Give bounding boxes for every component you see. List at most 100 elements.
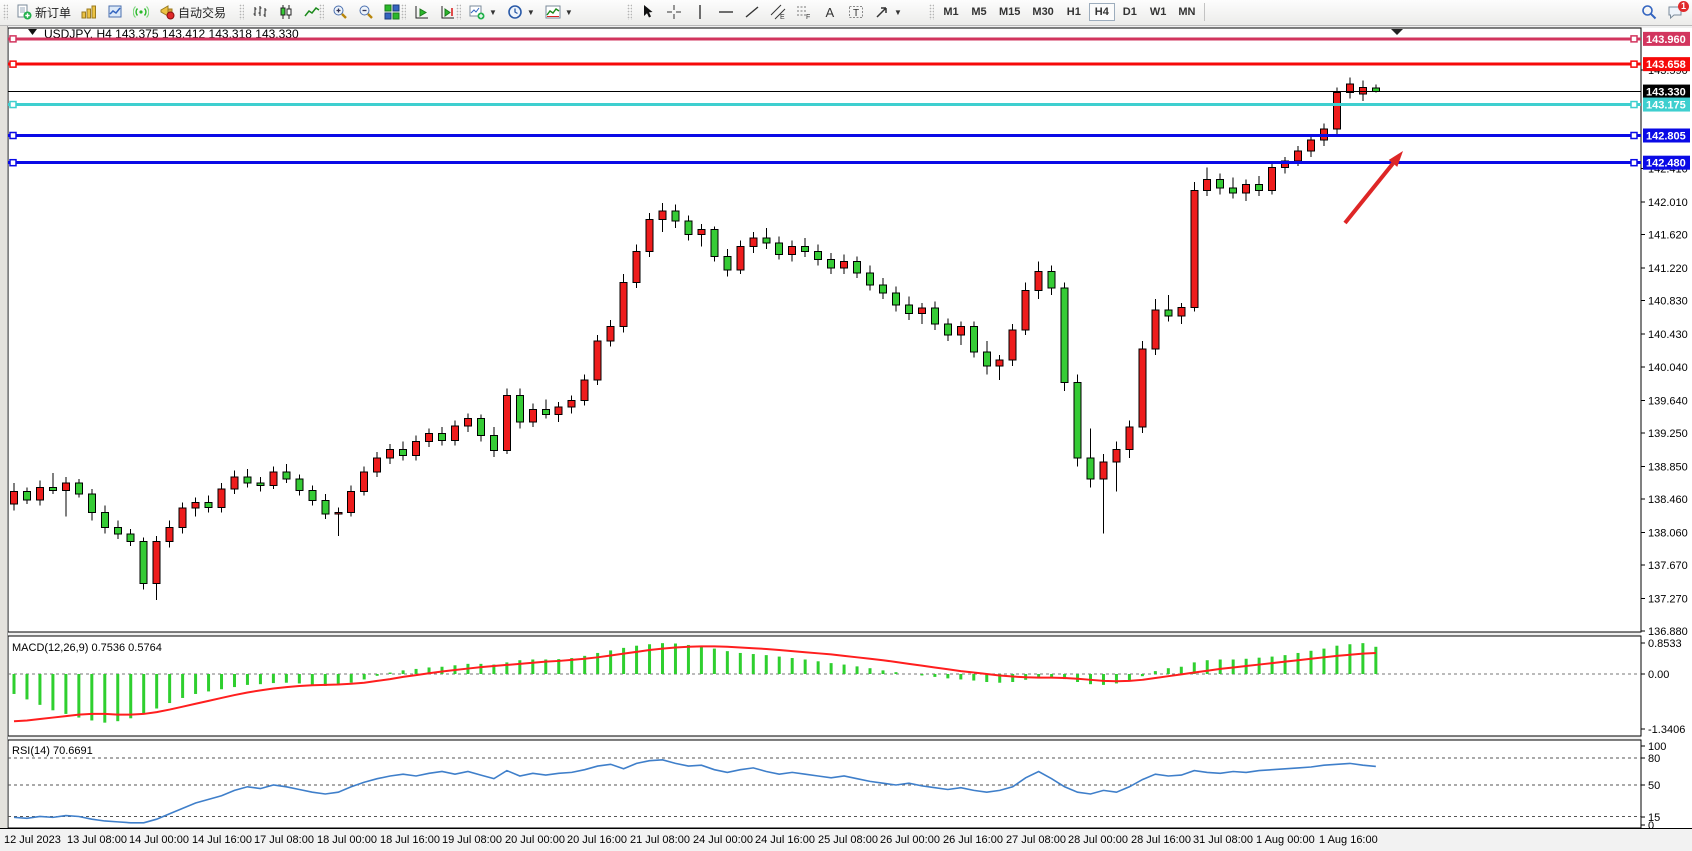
new-order-button[interactable]: 新订单: [12, 2, 75, 22]
hline-142480-handle-left[interactable]: [9, 158, 17, 167]
timeframe-button-W1[interactable]: W1: [1145, 3, 1172, 21]
toolbar-grip-icon[interactable]: [239, 4, 244, 20]
candle-body: [917, 307, 926, 314]
candle-body: [710, 229, 719, 257]
time-label: 19 Jul 08:00: [442, 834, 502, 846]
hline-143175-handle-left[interactable]: [9, 100, 17, 109]
zoom-out-button[interactable]: [354, 2, 378, 22]
cursor-button[interactable]: [636, 2, 660, 22]
chart-context-arrow-icon[interactable]: [28, 29, 37, 35]
line-chart-button[interactable]: [300, 2, 324, 22]
candle-body: [878, 284, 887, 294]
hline-143175-price-label: 143.175: [1646, 100, 1686, 112]
fibonacci-button[interactable]: F: [792, 2, 816, 22]
candle-body: [178, 507, 187, 528]
toolbar-grip-icon[interactable]: [319, 4, 324, 20]
hline-142480-handle-right[interactable]: [1630, 158, 1638, 167]
candle-body: [645, 219, 654, 252]
equidistant-channel-button[interactable]: E: [766, 2, 790, 22]
new-chart-button[interactable]: ▼: [465, 2, 501, 22]
toolbar-separator: [1204, 3, 1206, 21]
crosshair-button[interactable]: [662, 2, 686, 22]
candle-body: [930, 307, 939, 325]
candle-body: [489, 434, 498, 451]
hline-143658-handle-left[interactable]: [9, 60, 17, 68]
tile-windows-button[interactable]: [380, 2, 404, 22]
time-label: 13 Jul 08:00: [67, 834, 127, 846]
signals-button[interactable]: [129, 2, 153, 22]
candle-body: [723, 255, 732, 271]
text-label-button[interactable]: T: [844, 2, 868, 22]
annotation-arrow-head[interactable]: [1388, 151, 1403, 167]
channel-icon: E: [770, 4, 786, 20]
time-label: 1 Aug 16:00: [1319, 834, 1378, 846]
annotation-arrow-line[interactable]: [1343, 162, 1395, 225]
fibo-icon: F: [796, 4, 812, 20]
hline-143658-handle-right[interactable]: [1630, 60, 1638, 68]
candle-body: [801, 245, 810, 252]
trendline-button[interactable]: [740, 2, 764, 22]
toolbar-grip-icon[interactable]: [401, 4, 406, 20]
main-panel: [7, 27, 1642, 633]
candle-body: [567, 399, 576, 408]
time-label: 31 Jul 08:00: [1193, 834, 1253, 846]
timeframe-button-D1[interactable]: D1: [1117, 3, 1143, 21]
price-tick-label: 136.880: [1648, 626, 1688, 638]
vertical-line-button[interactable]: [688, 2, 712, 22]
candle-body: [528, 408, 537, 423]
timeframe-button-M30[interactable]: M30: [1027, 3, 1058, 21]
candle-body: [1255, 183, 1264, 191]
toolbar-grip-icon[interactable]: [929, 4, 934, 20]
candle-body: [1034, 270, 1043, 292]
candle-body: [956, 326, 965, 336]
search-button[interactable]: [1637, 2, 1661, 22]
rsi-panel: [7, 739, 1642, 829]
timeframe-button-H1[interactable]: H1: [1061, 3, 1087, 21]
price-tick-label: 142.010: [1648, 197, 1688, 209]
zoom-in-button[interactable]: [328, 2, 352, 22]
price-tick-label: 138.060: [1648, 527, 1688, 539]
candle-body: [321, 500, 330, 515]
profiles-button[interactable]: [103, 2, 127, 22]
chat-button[interactable]: 1: [1663, 1, 1689, 22]
bar-chart-button[interactable]: [248, 2, 272, 22]
text-button[interactable]: A: [818, 2, 842, 22]
chart-shift-button[interactable]: [410, 2, 434, 22]
charts-button[interactable]: [77, 2, 101, 22]
candle-body: [1151, 309, 1160, 350]
candle-body: [606, 326, 615, 342]
hline-142805-handle-left[interactable]: [9, 131, 17, 140]
hline-143960-handle-left[interactable]: [9, 35, 17, 43]
timeframe-button-MN[interactable]: MN: [1173, 3, 1200, 21]
rsi-scale-label: 50: [1648, 780, 1660, 792]
timeframe-button-M5[interactable]: M5: [966, 3, 992, 21]
candle-body: [1099, 461, 1108, 480]
candle-body: [308, 490, 317, 502]
auto-scroll-button[interactable]: [436, 2, 460, 22]
autotrade-button[interactable]: 自动交易: [155, 2, 230, 22]
toolbar-grip-icon[interactable]: [456, 4, 461, 20]
timeframe-group: M1 M5 M15 M30 H1 H4 D1 W1 MN: [928, 0, 1208, 24]
candle-body: [1281, 160, 1290, 169]
chart-shift-marker-icon[interactable]: [1391, 29, 1403, 35]
hline-142805-handle-right[interactable]: [1630, 131, 1638, 140]
timeframe-button-M15[interactable]: M15: [994, 3, 1025, 21]
hline-143175-handle-right[interactable]: [1630, 100, 1638, 109]
horizontal-line-button[interactable]: [714, 2, 738, 22]
hline-143960-handle-right[interactable]: [1630, 35, 1638, 43]
indicators-button[interactable]: ▼: [541, 2, 577, 22]
candle-body: [1268, 167, 1277, 191]
period-button[interactable]: ▼: [503, 2, 539, 22]
rsi-line: [13, 758, 1376, 824]
toolbar-grip-icon[interactable]: [3, 4, 8, 20]
bars-icon: [252, 4, 268, 20]
time-label: 24 Jul 00:00: [693, 834, 753, 846]
chevron-down-icon: ▼: [489, 7, 497, 17]
candlestick-chart-button[interactable]: [274, 2, 298, 22]
arrows-button[interactable]: ▼: [870, 2, 906, 22]
timeframe-button-H4[interactable]: H4: [1088, 3, 1115, 21]
timeframe-button-M1[interactable]: M1: [938, 3, 964, 21]
toolbar-grip-icon[interactable]: [627, 4, 632, 20]
candles-icon: [278, 4, 294, 20]
